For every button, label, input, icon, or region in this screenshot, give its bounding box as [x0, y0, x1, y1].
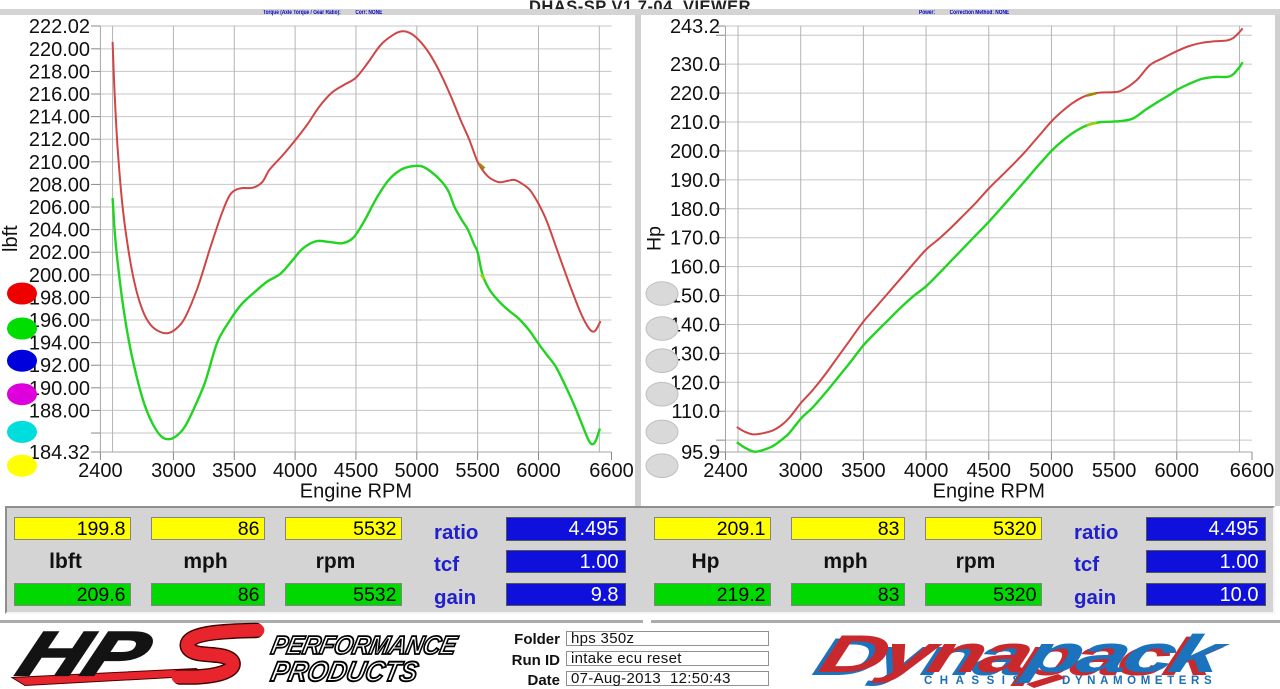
svg-text:170.0: 170.0: [670, 228, 720, 250]
svg-text:Engine RPM: Engine RPM: [300, 481, 412, 503]
svg-text:lbft: lbft: [0, 225, 22, 252]
svg-text:140.0: 140.0: [670, 315, 720, 337]
svg-text:160.0: 160.0: [670, 257, 720, 279]
svg-text:3500: 3500: [841, 460, 886, 482]
svg-text:230.0: 230.0: [670, 54, 720, 76]
svg-text:2400: 2400: [78, 460, 123, 482]
svg-text:184.32: 184.32: [29, 442, 90, 464]
svg-text:194.00: 194.00: [29, 333, 90, 355]
svg-text:5500: 5500: [455, 460, 500, 482]
svg-text:6600: 6600: [1230, 460, 1275, 482]
svg-text:Engine RPM: Engine RPM: [933, 481, 1045, 503]
svg-text:206.00: 206.00: [29, 197, 90, 219]
svg-text:196.00: 196.00: [29, 310, 90, 332]
svg-text:5000: 5000: [395, 460, 440, 482]
svg-text:180.0: 180.0: [670, 199, 720, 221]
svg-text:200.0: 200.0: [670, 141, 720, 163]
svg-text:212.00: 212.00: [29, 129, 90, 151]
svg-text:5500: 5500: [1092, 460, 1137, 482]
svg-text:3000: 3000: [778, 460, 823, 482]
svg-text:204.00: 204.00: [29, 220, 90, 242]
svg-text:190.00: 190.00: [29, 378, 90, 400]
svg-text:4500: 4500: [967, 460, 1012, 482]
svg-text:2400: 2400: [703, 460, 748, 482]
svg-text:214.00: 214.00: [29, 107, 90, 129]
svg-text:150.0: 150.0: [670, 286, 720, 308]
svg-text:HP: HP: [9, 619, 161, 689]
svg-text:220.00: 220.00: [29, 39, 90, 61]
svg-text:210.00: 210.00: [29, 152, 90, 174]
svg-text:190.0: 190.0: [670, 170, 720, 192]
svg-text:3000: 3000: [151, 460, 196, 482]
svg-text:188.00: 188.00: [29, 400, 90, 422]
svg-text:120.0: 120.0: [670, 372, 720, 394]
svg-text:130.0: 130.0: [670, 343, 720, 365]
svg-text:6000: 6000: [516, 460, 561, 482]
svg-text:95.9: 95.9: [681, 442, 720, 464]
svg-text:4500: 4500: [334, 460, 379, 482]
svg-text:218.00: 218.00: [29, 61, 90, 83]
svg-text:4000: 4000: [904, 460, 949, 482]
svg-text:198.00: 198.00: [29, 287, 90, 309]
svg-text:208.00: 208.00: [29, 174, 90, 196]
svg-text:6600: 6600: [589, 460, 634, 482]
svg-text:243.2: 243.2: [670, 16, 720, 38]
svg-text:192.00: 192.00: [29, 355, 90, 377]
svg-text:202.00: 202.00: [29, 242, 90, 264]
svg-text:6000: 6000: [1155, 460, 1200, 482]
svg-text:222.02: 222.02: [29, 16, 90, 38]
svg-text:Hp: Hp: [644, 226, 666, 251]
svg-text:5000: 5000: [1029, 460, 1074, 482]
svg-text:216.00: 216.00: [29, 84, 90, 106]
svg-text:220.0: 220.0: [670, 83, 720, 105]
svg-text:3500: 3500: [212, 460, 257, 482]
svg-text:110.0: 110.0: [671, 401, 720, 423]
svg-text:4000: 4000: [273, 460, 318, 482]
svg-text:200.00: 200.00: [29, 265, 90, 287]
svg-text:210.0: 210.0: [670, 112, 720, 134]
